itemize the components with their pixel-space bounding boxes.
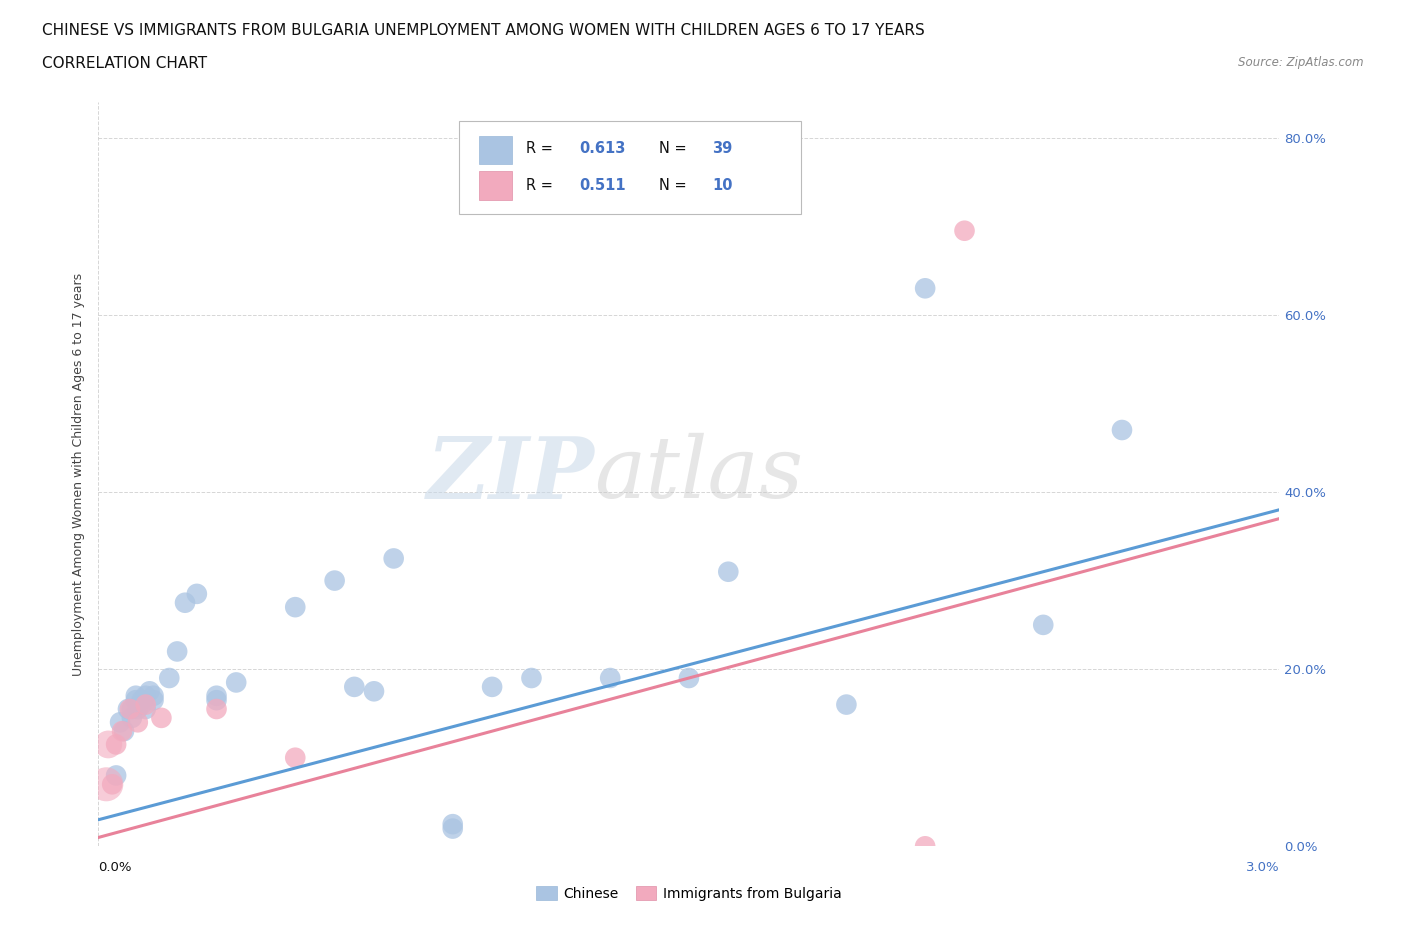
Point: [205, 701, 228, 716]
Point: [166, 644, 188, 658]
Text: R =: R =: [526, 179, 553, 193]
Text: CORRELATION CHART: CORRELATION CHART: [42, 56, 207, 71]
Point: [111, 724, 134, 738]
Text: R =: R =: [526, 141, 553, 156]
Point: [520, 671, 543, 685]
Point: [205, 693, 228, 708]
Text: 0.511: 0.511: [579, 179, 626, 193]
Point: [125, 688, 148, 703]
Point: [363, 684, 385, 698]
Point: [599, 671, 621, 685]
Point: [131, 698, 153, 712]
Point: [135, 688, 157, 703]
Point: [112, 724, 135, 738]
Point: [186, 587, 208, 602]
Point: [127, 701, 149, 716]
Text: atlas: atlas: [595, 433, 804, 515]
Point: [142, 688, 165, 703]
Point: [96, 777, 118, 791]
Y-axis label: Unemployment Among Women with Children Ages 6 to 17 years: Unemployment Among Women with Children A…: [72, 272, 86, 676]
Text: N =: N =: [659, 179, 688, 193]
Point: [717, 565, 740, 579]
Text: 3.0%: 3.0%: [1246, 861, 1279, 874]
Point: [481, 680, 503, 695]
Point: [135, 701, 157, 716]
Text: ZIP: ZIP: [426, 432, 595, 516]
Text: Source: ZipAtlas.com: Source: ZipAtlas.com: [1239, 56, 1364, 69]
Text: 39: 39: [713, 141, 733, 156]
Point: [127, 715, 149, 730]
Point: [914, 839, 936, 854]
Legend: Chinese, Immigrants from Bulgaria: Chinese, Immigrants from Bulgaria: [530, 881, 848, 907]
Point: [118, 701, 141, 716]
Point: [135, 698, 157, 712]
Bar: [478, 171, 512, 200]
Point: [174, 595, 197, 610]
Text: N =: N =: [659, 141, 688, 156]
Point: [914, 281, 936, 296]
Point: [108, 715, 131, 730]
Point: [138, 684, 160, 698]
Point: [284, 600, 307, 615]
Text: 10: 10: [713, 179, 733, 193]
Point: [125, 693, 148, 708]
Point: [441, 821, 464, 836]
Point: [678, 671, 700, 685]
Bar: [478, 136, 512, 164]
Point: [97, 737, 120, 751]
Point: [323, 573, 346, 588]
Point: [1111, 422, 1133, 437]
Point: [441, 817, 464, 831]
Point: [284, 751, 307, 765]
Point: [105, 768, 128, 783]
Point: [121, 701, 143, 716]
FancyBboxPatch shape: [458, 121, 801, 214]
Text: CHINESE VS IMMIGRANTS FROM BULGARIA UNEMPLOYMENT AMONG WOMEN WITH CHILDREN AGES : CHINESE VS IMMIGRANTS FROM BULGARIA UNEM…: [42, 23, 925, 38]
Point: [953, 223, 976, 238]
Point: [157, 671, 180, 685]
Text: 0.613: 0.613: [579, 141, 626, 156]
Point: [105, 737, 128, 751]
Point: [131, 693, 153, 708]
Point: [142, 693, 165, 708]
Point: [343, 680, 366, 695]
Point: [382, 551, 405, 565]
Point: [225, 675, 247, 690]
Point: [205, 688, 228, 703]
Point: [117, 701, 139, 716]
Point: [835, 698, 858, 712]
Point: [150, 711, 173, 725]
Point: [1032, 618, 1054, 632]
Text: 0.0%: 0.0%: [98, 861, 132, 874]
Point: [121, 711, 143, 725]
Point: [101, 777, 124, 791]
